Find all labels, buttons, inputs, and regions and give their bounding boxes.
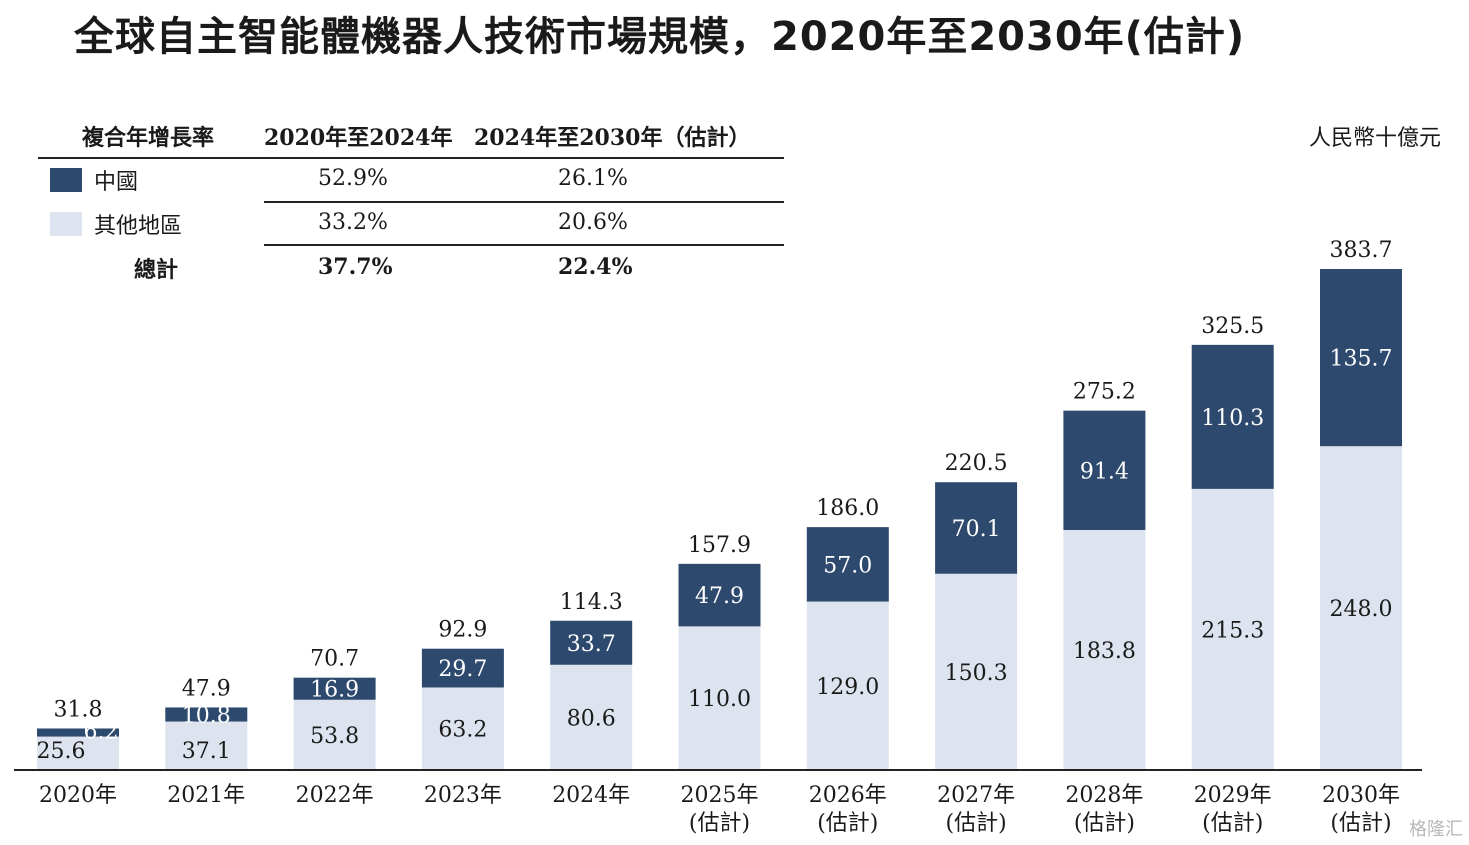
label-total-1: 47.9 [182, 676, 231, 701]
label-china-8: 91.4 [1080, 459, 1129, 484]
x-tick-label-6: 2026年 [809, 783, 887, 808]
x-tick-sublabel-10: (估計) [1330, 811, 1391, 836]
bar-china-9 [1191, 344, 1274, 489]
bar-other-1 [165, 721, 248, 770]
x-tick-label-2: 2022年 [296, 783, 374, 808]
label-china-6: 57.0 [823, 553, 872, 578]
label-china-3: 29.7 [438, 657, 487, 682]
cagr-rule-top [38, 157, 784, 159]
label-china-4: 33.7 [567, 632, 616, 657]
label-other-3: 63.2 [438, 718, 487, 743]
label-china-1: 10.8 [182, 704, 231, 729]
label-other-4: 80.6 [567, 706, 616, 731]
bar-china-5 [678, 563, 761, 627]
bar-china-2 [293, 677, 376, 700]
label-total-8: 275.2 [1073, 380, 1136, 405]
cagr-total-c1: 37.7% [318, 254, 393, 280]
bar-other-7 [935, 573, 1018, 770]
bar-china-7 [935, 482, 1018, 574]
label-other-1: 37.1 [182, 739, 231, 764]
unit-label: 人民幣十億元 [1308, 126, 1441, 151]
x-tick-sublabel-7: (估計) [946, 811, 1007, 836]
bar-other-4 [550, 664, 633, 770]
cagr-china-c1: 52.9% [318, 166, 388, 191]
x-tick-sublabel-5: (估計) [689, 811, 750, 836]
x-tick-label-8: 2028年 [1065, 783, 1143, 808]
label-other-7: 150.3 [945, 661, 1008, 686]
label-china-7: 70.1 [952, 517, 1001, 542]
cagr-total-c2: 22.4% [558, 254, 633, 280]
bar-china-6 [806, 527, 889, 602]
x-tick-label-4: 2024年 [552, 783, 630, 808]
x-tick-label-10: 2030年 [1322, 783, 1400, 808]
x-tick-sublabel-6: (估計) [817, 811, 878, 836]
cagr-header-col2: 2024年至2030年（估計） [474, 125, 751, 151]
cagr-china-c2: 26.1% [558, 166, 628, 191]
cagr-rule-2 [264, 244, 784, 246]
label-total-4: 114.3 [560, 590, 623, 615]
label-china-2: 16.9 [310, 678, 359, 703]
bar-china-1 [165, 707, 248, 722]
cagr-total-label: 總計 [134, 257, 179, 283]
label-china-5: 47.9 [695, 584, 744, 609]
bar-china-3 [421, 648, 504, 688]
cagr-rule-1 [264, 201, 784, 203]
label-china-0: 6.2 [84, 719, 119, 744]
x-tick-sublabel-8: (估計) [1074, 811, 1135, 836]
x-tick-label-3: 2023年 [424, 783, 502, 808]
cagr-header-col1: 2020年至2024年 [264, 125, 453, 151]
bar-china-10 [1320, 269, 1402, 447]
x-tick-label-9: 2029年 [1194, 783, 1272, 808]
x-tick-sublabel-9: (估計) [1202, 811, 1263, 836]
label-other-10: 248.0 [1330, 597, 1393, 622]
bar-other-0 [37, 736, 119, 770]
label-total-5: 157.9 [688, 533, 751, 558]
x-tick-label-7: 2027年 [937, 783, 1015, 808]
bar-china-0 [37, 728, 119, 737]
bar-other-2 [293, 699, 376, 770]
label-total-7: 220.5 [945, 451, 1008, 476]
cagr-other-c1: 33.2% [318, 210, 388, 235]
label-total-10: 383.7 [1330, 238, 1393, 263]
label-other-5: 110.0 [688, 687, 751, 712]
bar-china-4 [550, 620, 633, 665]
x-tick-label-5: 2025年 [681, 783, 759, 808]
label-china-9: 110.3 [1201, 406, 1264, 431]
label-total-6: 186.0 [816, 496, 879, 521]
legend-label-china: 中國 [94, 170, 139, 195]
x-tick-label-1: 2021年 [167, 783, 245, 808]
label-total-3: 92.9 [438, 618, 487, 643]
label-other-0: 25.6 [37, 739, 86, 764]
bar-other-3 [421, 687, 504, 770]
bar-other-6 [806, 601, 889, 770]
bar-other-10 [1320, 446, 1402, 770]
label-total-2: 70.7 [310, 647, 359, 672]
cagr-header-label: 複合年增長率 [82, 125, 215, 151]
bar-other-5 [678, 626, 761, 770]
label-other-6: 129.0 [816, 675, 879, 700]
legend-swatch-other [50, 212, 82, 236]
legend-swatch-china [50, 168, 82, 192]
label-other-2: 53.8 [310, 724, 359, 749]
bar-china-8 [1063, 410, 1146, 531]
label-china-10: 135.7 [1330, 347, 1393, 372]
legend-label-other: 其他地區 [94, 214, 183, 239]
bar-other-8 [1063, 530, 1146, 770]
label-total-0: 31.8 [54, 697, 103, 722]
chart-title: 全球自主智能體機器人技術市場規模，2020年至2030年(估計) [74, 14, 1246, 60]
label-other-8: 183.8 [1073, 639, 1136, 664]
label-total-9: 325.5 [1201, 314, 1264, 339]
label-other-9: 215.3 [1201, 618, 1264, 643]
cagr-other-c2: 20.6% [558, 210, 628, 235]
bar-other-9 [1191, 488, 1274, 770]
watermark-text: 格隆汇 [1409, 819, 1463, 840]
x-tick-label-0: 2020年 [39, 783, 117, 808]
